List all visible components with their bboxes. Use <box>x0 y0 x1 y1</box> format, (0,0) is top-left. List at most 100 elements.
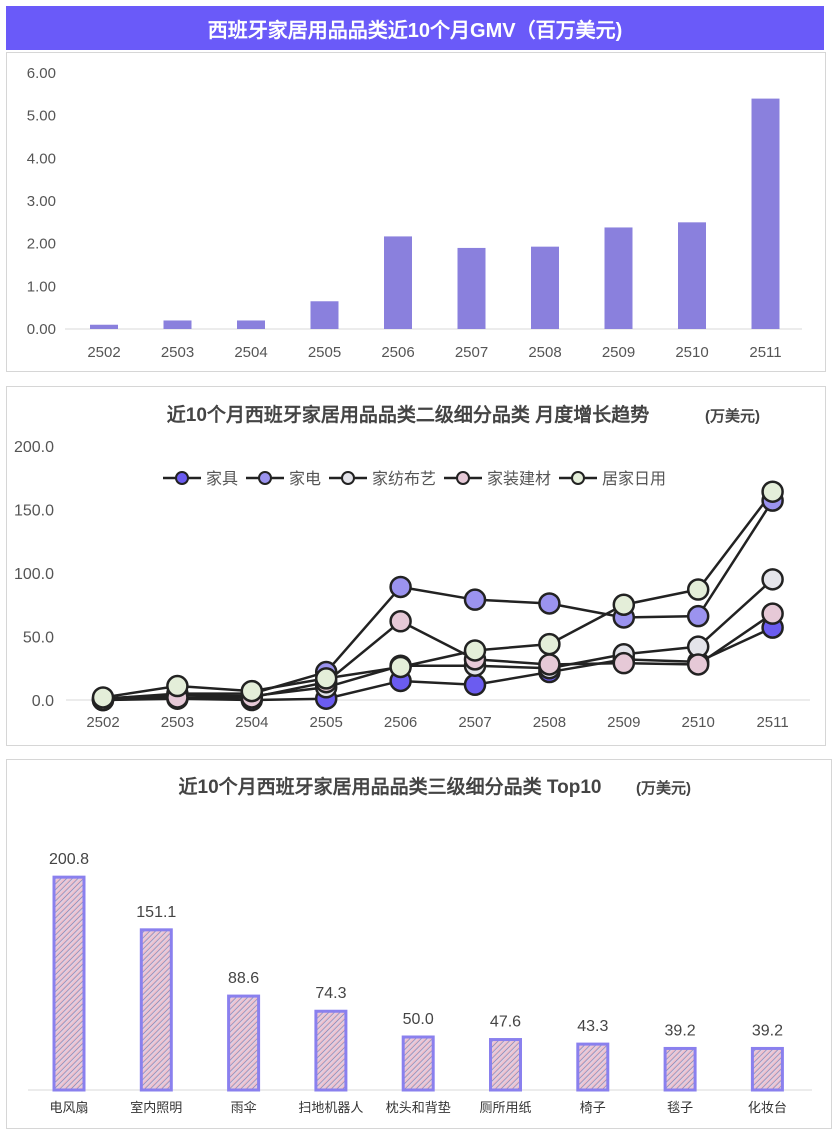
gmv-bar <box>310 301 339 329</box>
bar-value-label: 50.0 <box>403 1011 434 1028</box>
gmv-bar <box>384 236 412 329</box>
data-point <box>686 653 710 676</box>
top10-bar <box>663 1046 697 1092</box>
legend-marker <box>456 471 470 485</box>
x-tick-label: 2507 <box>458 714 491 731</box>
legend-marker <box>341 471 355 485</box>
bar-value-label: 88.6 <box>228 970 259 987</box>
top10-bar <box>52 875 86 1092</box>
data-point <box>761 568 784 591</box>
bar-value-label: 39.2 <box>665 1022 696 1039</box>
legend-label: 家电 <box>289 470 321 488</box>
top10-bar <box>139 928 173 1092</box>
data-point <box>314 667 338 690</box>
legend-label: 居家日用 <box>602 470 666 488</box>
series-line <box>102 626 774 702</box>
data-point <box>686 578 710 601</box>
x-tick-label: 2505 <box>308 344 341 361</box>
x-tick-label: 雨伞 <box>231 1100 257 1115</box>
series-line <box>102 612 774 702</box>
legend-label: 家具 <box>206 470 238 488</box>
gmv-bar <box>237 320 265 329</box>
x-tick-label: 2511 <box>749 344 781 361</box>
series-line <box>102 578 774 702</box>
x-tick-label: 室内照明 <box>130 1100 182 1115</box>
top10-bar <box>489 1038 522 1092</box>
trend-chart-title: 近10个月西班牙家居用品品类二级细分品类 月度增长趋势 <box>167 403 649 426</box>
y-tick-label: 5.00 <box>27 108 56 125</box>
series-line <box>102 499 774 700</box>
top10-chart-title: 近10个月西班牙家居用品品类三级细分品类 Top10 <box>179 775 602 798</box>
x-tick-label: 2509 <box>602 344 635 361</box>
top10-chart-unit: (万美元) <box>636 779 691 797</box>
x-tick-label: 化妆台 <box>748 1100 787 1115</box>
y-tick-label: 3.00 <box>27 193 56 210</box>
y-tick-label: 150.0 <box>14 503 54 520</box>
data-point <box>389 655 412 679</box>
y-tick-label: 4.00 <box>27 150 56 167</box>
x-tick-label: 扫地机器人 <box>298 1100 363 1115</box>
gmv-bar <box>751 98 780 329</box>
gmv-bar <box>90 324 118 329</box>
legend-marker <box>258 471 272 485</box>
data-point <box>612 593 636 616</box>
top10-bar <box>401 1035 435 1092</box>
x-tick-label: 2506 <box>381 344 414 361</box>
trend-chart-panel <box>6 386 826 746</box>
data-point <box>538 632 561 656</box>
y-tick-label: 0.0 <box>32 693 54 710</box>
x-tick-label: 2506 <box>384 714 417 731</box>
trend-chart-unit: (万美元) <box>705 407 760 425</box>
data-point <box>389 610 412 633</box>
data-point <box>538 653 561 676</box>
x-tick-label: 2505 <box>310 714 343 731</box>
x-tick-label: 电风扇 <box>49 1100 88 1115</box>
x-tick-label: 2510 <box>682 714 715 731</box>
y-tick-label: 0.00 <box>27 321 56 338</box>
top10-bar <box>314 1009 348 1092</box>
series-line <box>102 490 774 699</box>
gmv-bar <box>604 227 633 329</box>
x-tick-label: 枕头和背垫 <box>386 1100 451 1115</box>
x-tick-label: 2502 <box>86 714 119 731</box>
y-tick-label: 50.0 <box>23 630 54 647</box>
y-tick-label: 200.0 <box>14 439 54 456</box>
top10-bar <box>750 1046 784 1092</box>
y-tick-label: 100.0 <box>14 566 54 583</box>
x-tick-label: 2502 <box>87 344 120 361</box>
data-point <box>240 679 264 703</box>
x-tick-label: 2509 <box>607 714 640 731</box>
x-tick-label: 椅子 <box>580 1100 606 1115</box>
bar-value-label: 43.3 <box>577 1018 608 1035</box>
x-tick-label: 2508 <box>528 344 561 361</box>
gmv-bar <box>678 222 706 329</box>
legend-label: 家装建材 <box>487 470 551 488</box>
data-point <box>761 480 784 503</box>
x-tick-label: 毯子 <box>667 1100 693 1115</box>
data-point <box>463 588 487 611</box>
bar-value-label: 47.6 <box>490 1014 521 1031</box>
data-point <box>463 639 487 662</box>
gmv-chart-title: 西班牙家居用品品类近10个月GMV（百万美元) <box>6 6 824 50</box>
legend-marker <box>175 471 189 485</box>
data-point <box>538 592 561 615</box>
data-point <box>761 602 784 625</box>
x-tick-label: 2504 <box>234 344 267 361</box>
legend-label: 家纺布艺 <box>372 470 436 488</box>
gmv-bar <box>457 247 486 329</box>
top10-bar <box>227 994 261 1092</box>
data-point <box>463 673 487 697</box>
bar-value-label: 74.3 <box>315 985 346 1002</box>
x-tick-label: 2503 <box>161 344 194 361</box>
bar-value-label: 151.1 <box>136 904 176 921</box>
top10-bar <box>576 1042 610 1092</box>
gmv-bar <box>163 320 192 329</box>
x-tick-label: 2503 <box>161 714 194 731</box>
data-point <box>612 651 636 675</box>
gmv-bar <box>531 246 559 329</box>
data-point <box>166 674 189 698</box>
y-tick-label: 2.00 <box>27 236 56 253</box>
bar-value-label: 39.2 <box>752 1022 783 1039</box>
data-point <box>389 575 412 599</box>
